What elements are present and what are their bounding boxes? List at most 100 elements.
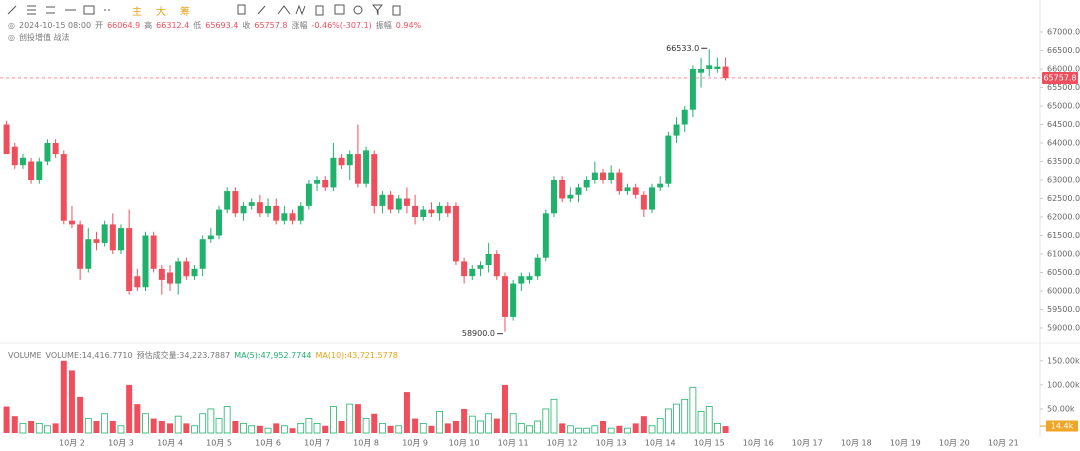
volume-bar <box>656 418 664 434</box>
volume-bar <box>52 423 59 433</box>
tool-ruler[interactable] <box>257 5 266 15</box>
volume-bar <box>354 404 361 433</box>
candle-body <box>3 124 10 155</box>
candle-body <box>632 187 639 195</box>
x-tick-label: 10月 11 <box>498 439 529 448</box>
candle-body <box>289 213 296 221</box>
candle-body <box>11 146 18 166</box>
x-tick-label: 10月 9 <box>402 439 428 448</box>
volume-bar <box>419 422 427 434</box>
tool-parallel[interactable] <box>46 6 55 14</box>
candle-body <box>665 135 672 184</box>
x-tick-label: 10月 17 <box>792 439 823 448</box>
x-tick-label: 10月 14 <box>645 439 676 448</box>
volume-bar <box>583 427 591 434</box>
candle-body <box>526 276 533 280</box>
candle-body <box>649 187 656 210</box>
volume-bar <box>559 423 566 433</box>
tool-filter[interactable] <box>371 4 384 16</box>
candle-body <box>722 66 729 78</box>
tool-line[interactable] <box>7 5 17 15</box>
header-value: 66312.4 <box>156 21 190 30</box>
tool-magnet[interactable] <box>353 5 363 15</box>
candle-body <box>142 235 149 288</box>
candle-body <box>322 180 329 188</box>
volume-bar <box>109 420 116 433</box>
tool-note[interactable] <box>334 4 345 15</box>
candle-body <box>469 268 476 277</box>
last-price-label: 65757.8 <box>1043 73 1076 82</box>
candle-body <box>493 254 500 277</box>
candle-body <box>477 265 484 269</box>
candle-body <box>412 205 419 217</box>
candle-body <box>534 257 541 277</box>
volume-bar <box>346 403 354 434</box>
candle-body <box>461 261 468 277</box>
volume-bar <box>11 416 18 433</box>
y-tick-label: 60500.0 <box>1047 268 1080 277</box>
candle-body <box>77 224 84 269</box>
volume-bar <box>722 426 729 433</box>
volume-bar <box>174 415 182 434</box>
volume-bar <box>624 427 631 434</box>
volume-legend-item: VOLUME <box>8 351 42 360</box>
volume-bar <box>84 418 92 434</box>
x-tick-label: 10月 6 <box>255 439 281 448</box>
y-tick-label: 60000.0 <box>1047 287 1080 296</box>
volume-bar <box>232 420 239 433</box>
volume-bar <box>240 422 247 434</box>
y-tick-label: 61000.0 <box>1047 250 1080 259</box>
x-tick-label: 10月 10 <box>449 439 480 448</box>
y-tick-label: 64000.0 <box>1047 139 1080 148</box>
candle-body <box>305 183 312 206</box>
volume-bar <box>77 396 84 433</box>
candle-body <box>150 235 157 269</box>
tool-pen[interactable] <box>277 5 291 15</box>
x-tick-label: 10月 16 <box>743 439 774 448</box>
candle-body <box>314 180 321 184</box>
volume-bar <box>648 425 656 434</box>
candle-body <box>567 194 574 199</box>
candle-body <box>550 180 557 214</box>
volume-bar <box>329 406 337 434</box>
tool-hlines[interactable] <box>27 5 36 15</box>
volume-bar <box>444 423 451 433</box>
volume-bar <box>158 420 165 433</box>
x-tick-label: 10月 21 <box>988 439 1019 448</box>
volume-bar <box>485 413 493 434</box>
tool-copy[interactable] <box>237 4 246 15</box>
toolbar-item: 主 <box>132 7 142 18</box>
candle-body <box>673 124 680 136</box>
volume-bar <box>403 392 410 433</box>
volume-bar <box>44 425 51 434</box>
volume-bar <box>428 425 435 433</box>
tool-lock[interactable] <box>315 5 324 16</box>
tool-rect[interactable] <box>83 5 95 15</box>
volume-bar <box>705 406 713 434</box>
header-value: 66064.9 <box>107 21 141 30</box>
candle-body <box>36 161 43 180</box>
candle-body <box>158 268 165 280</box>
tool-wave[interactable] <box>295 4 306 16</box>
volume-bar <box>150 418 157 433</box>
candle-body <box>371 154 378 206</box>
indicator-name: 创投增值 战法 <box>18 33 70 42</box>
volume-bar <box>3 406 10 433</box>
x-tick-label: 10月 15 <box>694 439 725 448</box>
candle-body <box>640 194 647 210</box>
volume-bar <box>713 422 721 434</box>
candle-body <box>681 109 688 125</box>
candle-body <box>199 239 206 269</box>
candle-body <box>510 283 517 317</box>
volume-legend: VOLUME VOLUME:14,416.7710 预估成交量:34,223.788… <box>8 350 398 361</box>
volume-bar <box>534 420 542 434</box>
volume-bar <box>566 425 574 434</box>
candle-body <box>706 65 713 69</box>
x-tick-label: 10月 2 <box>59 439 85 448</box>
volume-bar <box>452 420 459 433</box>
tool-delete[interactable] <box>392 5 401 16</box>
candle-body <box>297 205 304 221</box>
volume-bar <box>199 413 207 434</box>
header-value: 65757.8 <box>254 21 288 30</box>
candle-body <box>354 154 361 184</box>
